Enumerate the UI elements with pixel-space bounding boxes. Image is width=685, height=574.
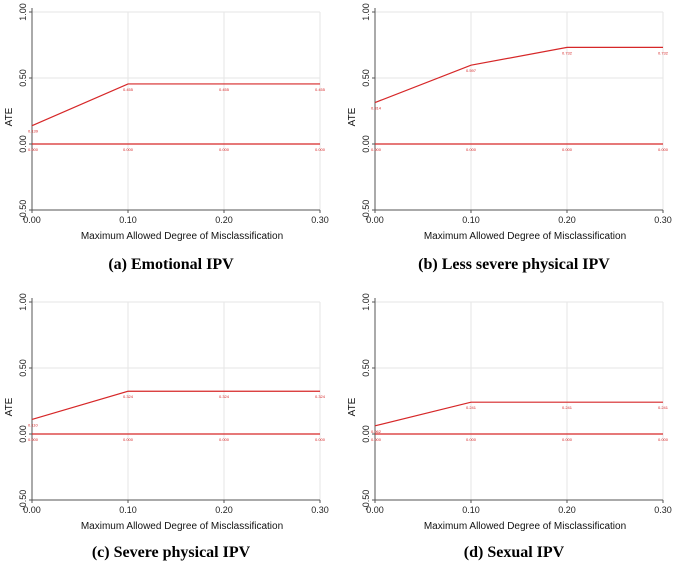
caption-emotional-ipv: (a) Emotional IPV (108, 256, 234, 273)
data-label: 0.732 (658, 50, 669, 55)
data-label: 0.000 (658, 147, 669, 152)
x-tick-label: 0.20 (558, 505, 576, 515)
caption-severe-physical-ipv: (c) Severe physical IPV (91, 544, 251, 561)
y-axis-label: ATE (347, 397, 358, 416)
y-tick-label: -0.50 (361, 200, 371, 221)
data-label: 0.455 (219, 87, 230, 92)
data-label: 0.241 (562, 405, 573, 410)
x-tick-label: 0.20 (558, 215, 576, 225)
data-label: 0.000 (123, 437, 134, 442)
y-tick-label: 0.50 (18, 69, 28, 87)
data-label: 0.455 (123, 87, 134, 92)
caption-less-severe-physical-ipv: (b) Less severe physical IPV (418, 256, 610, 273)
y-tick-label: 0.50 (361, 69, 371, 87)
y-tick-label: 0.00 (18, 425, 28, 443)
chart-severe-physical-ipv: -0.500.000.501.000.00 0.10 0.20 0.30Maximum… (4, 293, 329, 532)
y-tick-label: -0.50 (18, 490, 28, 511)
y-tick-label: 1.00 (361, 3, 371, 21)
ate-series-line (374, 401, 663, 427)
ate-series-line (31, 390, 320, 421)
data-label: 0.110 (28, 422, 38, 427)
y-tick-label: 1.00 (361, 293, 371, 311)
data-label: 0.732 (562, 50, 573, 55)
x-tick-label: 0.10 (119, 505, 137, 515)
data-label: 0.000 (466, 147, 477, 152)
y-tick-label: 1.00 (18, 293, 28, 311)
data-label: 0.000 (371, 147, 382, 152)
x-tick-label: 0.10 (119, 215, 137, 225)
data-label: 0.597 (466, 68, 477, 73)
ate-series-line (374, 46, 663, 104)
y-tick-label: 1.00 (18, 3, 28, 21)
y-tick-label: 0.50 (18, 359, 28, 377)
y-axis-label: ATE (4, 397, 15, 416)
x-axis-label: Maximum Allowed Degree of Misclassificat… (424, 521, 626, 532)
data-label: 0.062 (371, 429, 382, 434)
data-label: 0.314 (371, 106, 382, 111)
chart-sexual-ipv: -0.500.000.501.000.00 0.10 0.20 0.30Maximum… (347, 293, 672, 532)
data-label: 0.324 (315, 394, 326, 399)
y-tick-label: -0.50 (18, 200, 28, 221)
y-axis-label: ATE (347, 107, 358, 126)
x-axis-label: Maximum Allowed Degree of Misclassificat… (424, 231, 626, 242)
y-tick-label: -0.50 (361, 490, 371, 511)
x-axis-label: Maximum Allowed Degree of Misclassificat… (81, 231, 283, 242)
y-tick-label: 0.00 (18, 135, 28, 153)
data-label: 0.324 (123, 394, 134, 399)
ate-series-line (31, 83, 320, 127)
x-tick-label: 0.10 (462, 215, 480, 225)
data-label: 0.000 (371, 437, 382, 442)
data-label: 0.241 (466, 405, 477, 410)
data-label: 0.000 (315, 437, 326, 442)
data-label: 0.000 (315, 147, 326, 152)
x-tick-label: 0.20 (215, 215, 233, 225)
y-axis-label: ATE (4, 107, 15, 126)
panel-less-severe-physical-ipv: -0.50 0.00 0.50 1.00 0.00 0.10 0.20 0.30 Maximum… (343, 0, 685, 284)
x-tick-label: 0.10 (462, 505, 480, 515)
data-label: 0.139 (28, 129, 39, 134)
data-label: 0.000 (219, 147, 230, 152)
data-label: 0.324 (219, 394, 230, 399)
data-label: 0.000 (562, 437, 573, 442)
data-label: 0.000 (219, 437, 230, 442)
x-tick-label: 0.30 (311, 505, 329, 515)
x-tick-label: 0.00 (366, 505, 384, 515)
panel-sexual-ipv: -0.50 0.00 0.50 1.00 0.00 0.10 0.20 0.30 Maximum… (343, 290, 685, 574)
data-label: 0.000 (658, 437, 669, 442)
y-tick-label: 0.50 (361, 359, 371, 377)
data-label: 0.000 (28, 437, 39, 442)
data-label: 0.000 (123, 147, 134, 152)
x-tick-label: 0.20 (215, 505, 233, 515)
panel-severe-physical-ipv: -0.50 0.00 0.50 1.00 0.00 0.10 0.20 0.30 Maximum… (0, 290, 342, 574)
x-tick-label: 0.00 (23, 215, 41, 225)
x-tick-label: 0.30 (311, 215, 329, 225)
y-tick-label: 0.00 (361, 425, 371, 443)
chart-less-severe-physical-ipv: -0.500.000.501.000.00 0.10 0.20 0.30Maximum… (347, 3, 672, 242)
x-tick-label: 0.30 (654, 505, 672, 515)
data-label: 0.000 (466, 437, 477, 442)
x-axis-label: Maximum Allowed Degree of Misclassificat… (81, 521, 283, 532)
data-label: 0.000 (562, 147, 573, 152)
data-label: 0.241 (658, 405, 669, 410)
panel-emotional-ipv: -0.50 0.00 0.50 1.00 0.00 0.10 0.20 0.30 Maximum… (0, 0, 342, 284)
x-tick-label: 0.30 (654, 215, 672, 225)
x-tick-label: 0.00 (366, 215, 384, 225)
chart-emotional-ipv: -0.500.000.501.000.00 0.10 0.20 0.30Maximum… (4, 3, 329, 242)
caption-sexual-ipv: (d) Sexual IPV (463, 544, 565, 561)
data-label: 0.455 (315, 87, 326, 92)
x-tick-label: 0.00 (23, 505, 41, 515)
y-tick-label: 0.00 (361, 135, 371, 153)
data-label: 0.000 (28, 147, 39, 152)
